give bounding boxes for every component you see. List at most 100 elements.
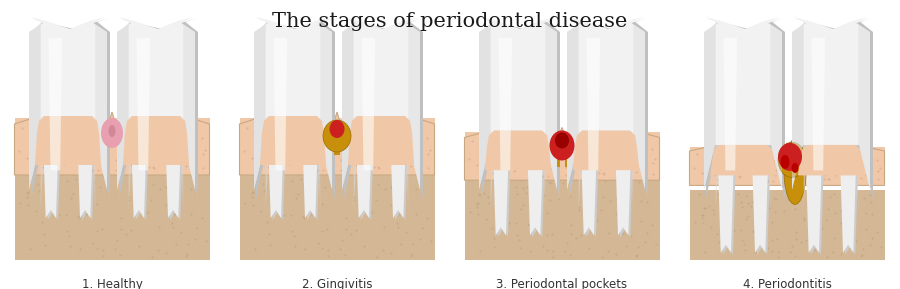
Polygon shape <box>317 17 332 208</box>
Polygon shape <box>840 142 857 253</box>
Polygon shape <box>792 17 870 190</box>
Polygon shape <box>390 113 407 218</box>
Ellipse shape <box>778 142 806 177</box>
Bar <box>239 118 435 175</box>
Polygon shape <box>573 130 639 170</box>
Polygon shape <box>254 17 332 190</box>
Polygon shape <box>807 144 824 255</box>
Polygon shape <box>542 17 557 208</box>
Ellipse shape <box>109 125 115 137</box>
Bar <box>464 0 660 289</box>
Bar <box>689 0 885 289</box>
Polygon shape <box>569 18 648 199</box>
Polygon shape <box>254 17 269 208</box>
Polygon shape <box>405 17 420 208</box>
Ellipse shape <box>780 155 789 169</box>
Bar <box>464 132 660 180</box>
Polygon shape <box>180 17 195 208</box>
Polygon shape <box>342 17 420 190</box>
Ellipse shape <box>791 163 798 173</box>
Polygon shape <box>719 144 736 255</box>
Polygon shape <box>812 38 825 171</box>
Text: 2. Gingivitis: 2. Gingivitis <box>302 278 373 289</box>
Text: 3. Periodontal pockets: 3. Periodontal pockets <box>497 278 627 289</box>
Bar <box>14 0 210 289</box>
Polygon shape <box>29 17 44 208</box>
Polygon shape <box>499 38 512 171</box>
Polygon shape <box>704 17 719 208</box>
Polygon shape <box>269 115 286 220</box>
Polygon shape <box>526 127 544 235</box>
Ellipse shape <box>101 118 123 148</box>
Polygon shape <box>580 127 598 235</box>
Polygon shape <box>724 38 737 171</box>
Polygon shape <box>794 18 873 199</box>
Polygon shape <box>630 17 645 208</box>
Polygon shape <box>132 115 149 220</box>
Polygon shape <box>117 17 195 190</box>
Polygon shape <box>44 115 61 220</box>
Polygon shape <box>303 115 320 220</box>
Polygon shape <box>14 106 210 175</box>
Bar <box>14 118 210 175</box>
Text: 1. Healthy: 1. Healthy <box>82 278 142 289</box>
Polygon shape <box>792 17 807 208</box>
Polygon shape <box>616 129 634 237</box>
Polygon shape <box>78 115 95 220</box>
Polygon shape <box>130 113 148 218</box>
Polygon shape <box>35 116 101 165</box>
Polygon shape <box>49 38 62 171</box>
Polygon shape <box>123 116 189 165</box>
Polygon shape <box>767 17 782 208</box>
Polygon shape <box>582 129 599 237</box>
Polygon shape <box>587 38 600 171</box>
Bar <box>239 155 435 260</box>
Polygon shape <box>464 123 660 180</box>
Ellipse shape <box>555 132 569 149</box>
Polygon shape <box>356 113 373 218</box>
Polygon shape <box>689 139 885 186</box>
Polygon shape <box>753 144 770 255</box>
Polygon shape <box>29 17 107 190</box>
Polygon shape <box>485 130 551 170</box>
Polygon shape <box>717 142 734 253</box>
Polygon shape <box>392 115 409 220</box>
Bar <box>334 141 340 155</box>
Polygon shape <box>344 18 423 199</box>
Polygon shape <box>481 18 560 199</box>
Bar <box>14 155 210 260</box>
Ellipse shape <box>329 120 345 138</box>
Polygon shape <box>362 38 375 171</box>
Polygon shape <box>92 17 107 208</box>
Polygon shape <box>706 18 785 199</box>
Bar <box>689 190 885 260</box>
Polygon shape <box>239 106 435 175</box>
Polygon shape <box>710 145 776 175</box>
Polygon shape <box>528 129 545 237</box>
Polygon shape <box>855 17 870 208</box>
Ellipse shape <box>550 130 574 160</box>
Bar <box>689 147 885 186</box>
Polygon shape <box>274 38 287 171</box>
Polygon shape <box>119 18 198 199</box>
Polygon shape <box>165 113 182 218</box>
Polygon shape <box>267 113 284 218</box>
Polygon shape <box>479 17 557 190</box>
Bar <box>464 172 660 260</box>
Polygon shape <box>492 127 509 235</box>
Ellipse shape <box>778 143 802 171</box>
Polygon shape <box>117 17 132 208</box>
Polygon shape <box>567 17 645 190</box>
Polygon shape <box>798 145 864 175</box>
Polygon shape <box>615 127 632 235</box>
Polygon shape <box>567 17 582 208</box>
Polygon shape <box>479 17 494 208</box>
Bar <box>564 149 570 167</box>
Bar <box>554 149 560 167</box>
Polygon shape <box>842 144 859 255</box>
Polygon shape <box>137 38 150 171</box>
Ellipse shape <box>784 139 806 204</box>
Polygon shape <box>166 115 184 220</box>
Polygon shape <box>348 116 414 165</box>
Polygon shape <box>256 18 335 199</box>
